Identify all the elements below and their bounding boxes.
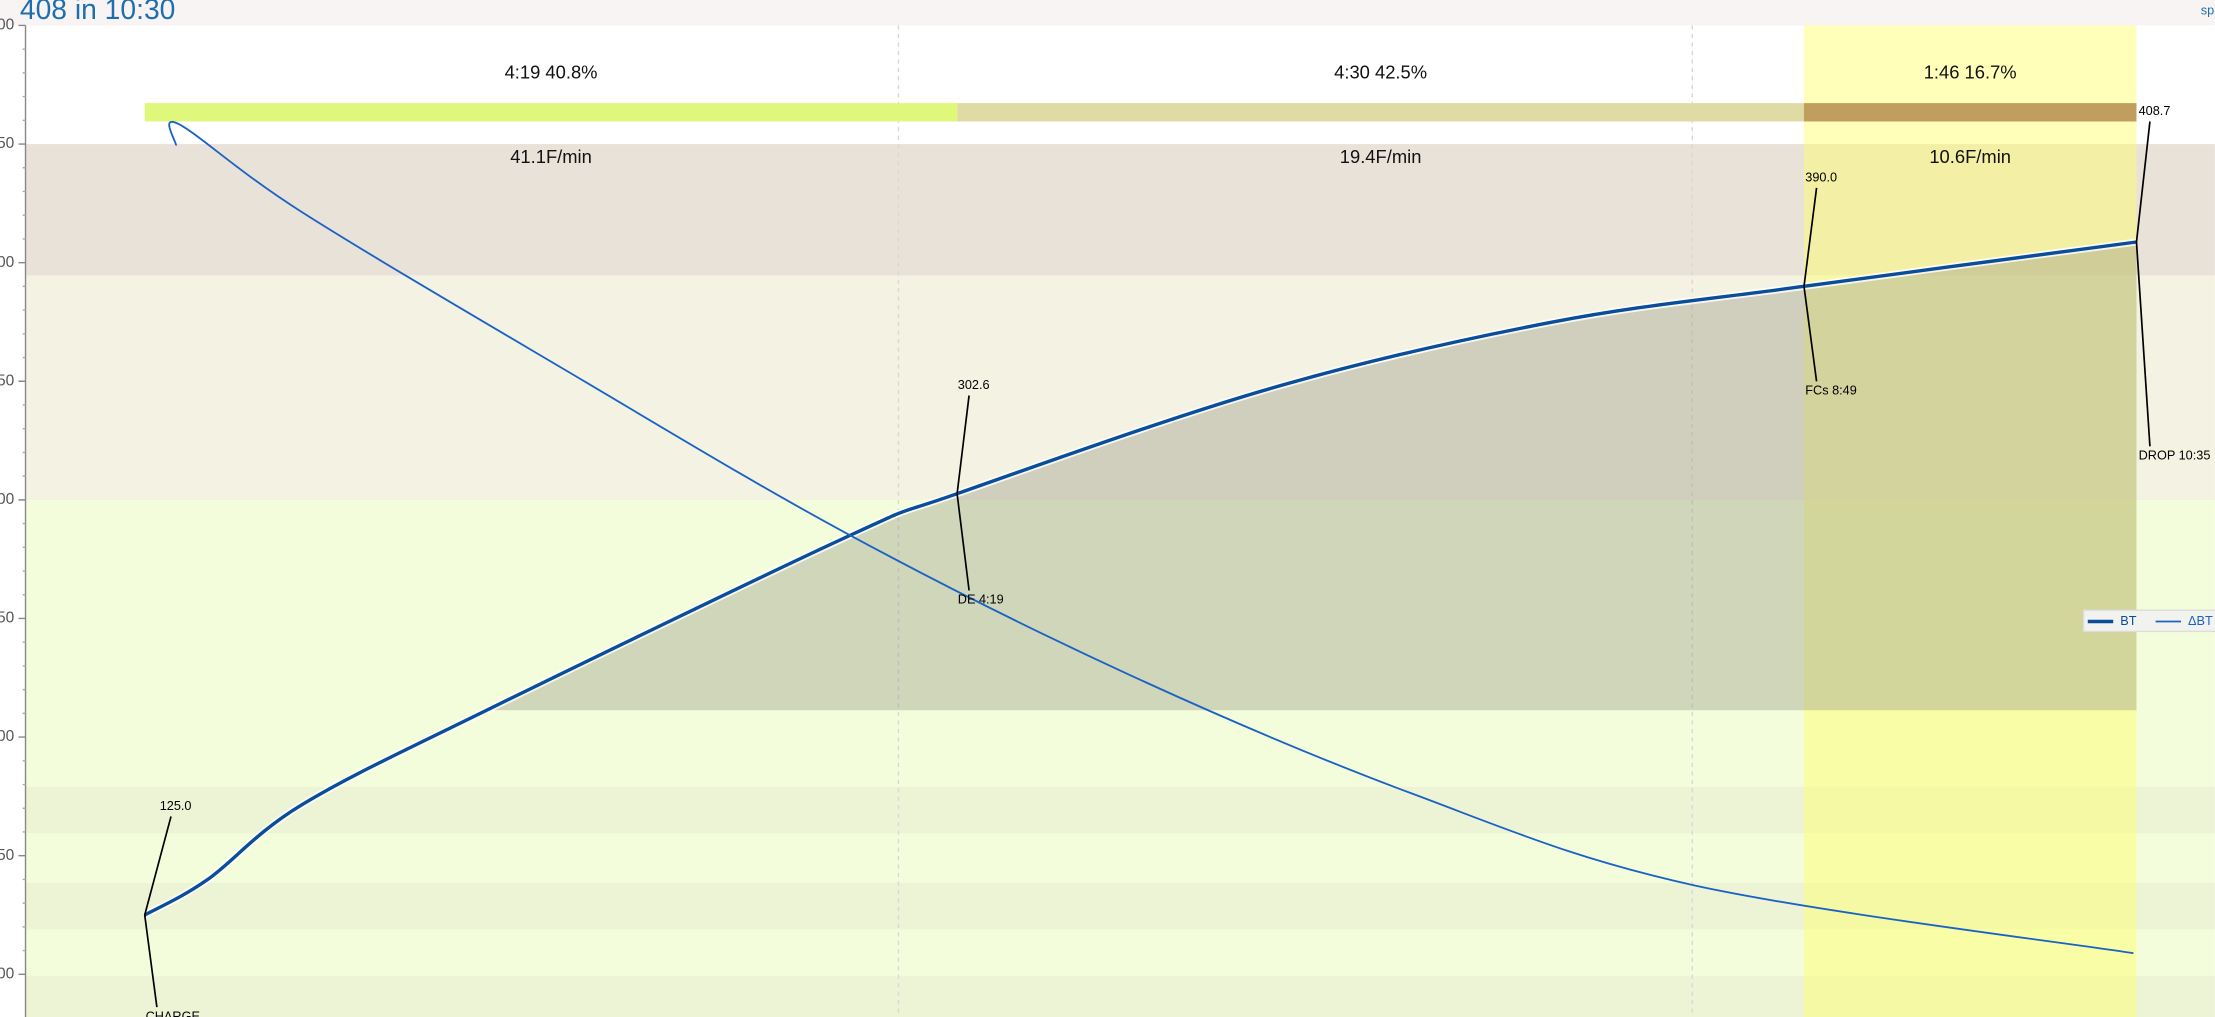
legend-label: ΔBT [2188,613,2213,628]
corner-text: sp [2201,3,2214,18]
zone [25,786,2215,834]
zone [25,275,2215,501]
annotation-leader [956,493,970,591]
development-zone [1803,25,2137,1017]
annotation-leader [143,816,172,916]
annotation: DE 4:19 [958,592,1004,607]
auc-area [486,242,2137,711]
annotation-leader [143,914,158,1008]
phase-rate: 41.1F/min [510,146,592,167]
y-tick-label: 500 [0,17,15,34]
zone [25,144,2215,276]
phase-bar [957,103,1804,122]
y-tick-label: 200 [0,728,15,745]
annotation: FCs 8:49 [1805,383,1857,398]
y-tick-label: 300 [0,491,15,508]
zones [25,25,2215,1017]
phase-rate: 10.6F/min [1929,146,2011,167]
legend-box [2082,609,2215,633]
zone [25,882,2215,930]
annotation: CHARGE [146,1008,200,1017]
phase-bar [1803,103,2137,122]
y-tick-label: 400 [0,254,15,271]
y-tick-label: 150 [0,847,15,864]
series-line [168,121,2134,955]
legend-label: BT [2120,613,2136,628]
phase-rate: 19.4F/min [1340,146,1422,167]
annotation: 408.7 [2139,103,2171,118]
phase-label: 4:19 40.8% [505,61,598,82]
title-bar [0,0,2215,26]
annotation: 302.6 [958,377,990,392]
plot-layer: 100 150 200 250 300 350 400 450 500 4:19 40.8% 41.… [0,17,2215,1017]
phase-bar [144,103,958,122]
phase-label: 1:46 16.7% [1924,61,2017,82]
annotation-leader [1803,187,1818,287]
y-tick-label: 450 [0,135,15,152]
annotation: 125.0 [160,798,192,813]
phase-label: 4:30 42.5% [1334,61,1427,82]
zone [25,976,2215,1017]
annotation: DROP 10:35 [2139,448,2211,463]
y-tick-label: 350 [0,372,15,389]
chart-title: 408 in 10:30 [20,0,176,25]
y-tick-label: 250 [0,610,15,627]
annotation-leader [2135,121,2151,243]
annotation-leader [956,395,970,494]
annotation-leader [2135,241,2151,447]
annotation-leader [1803,286,1818,382]
y-tick-label: 100 [0,965,15,982]
annotation: 390.0 [1805,169,1837,184]
